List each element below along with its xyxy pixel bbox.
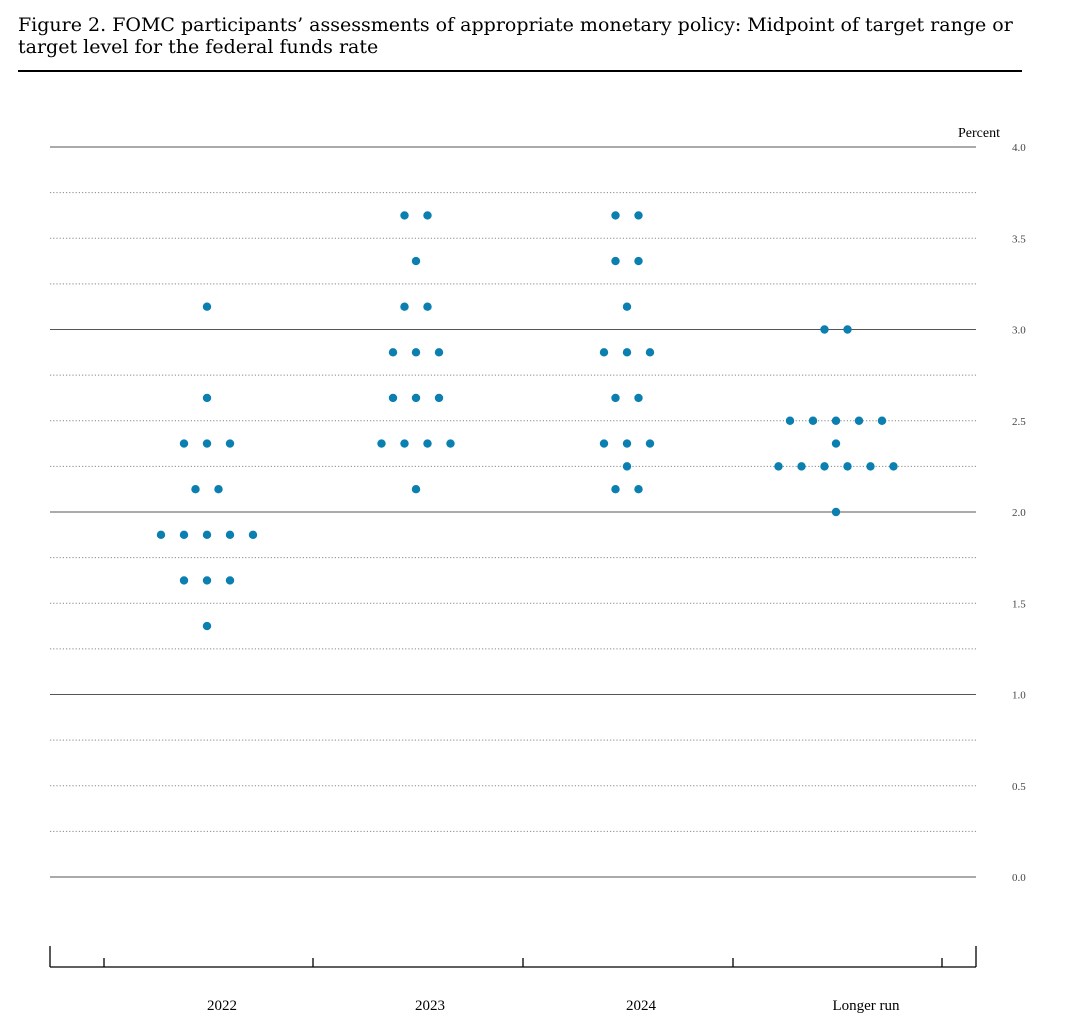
x-category-label: 2022 xyxy=(207,998,237,1014)
figure-title: Figure 2. FOMC participants’ assessments… xyxy=(18,14,1013,58)
title-rule xyxy=(18,70,1022,72)
participant-dot xyxy=(831,416,841,425)
x-category-label: 2024 xyxy=(626,998,657,1014)
participant-dot xyxy=(645,439,655,448)
participant-dot xyxy=(388,348,398,357)
participant-dot xyxy=(423,302,432,311)
participant-dot xyxy=(634,484,643,494)
participant-dot xyxy=(214,484,223,494)
participant-dot xyxy=(377,439,386,448)
participant-dot xyxy=(400,211,409,220)
participant-dot xyxy=(225,530,235,540)
y-tick-label: 1.0 xyxy=(1012,690,1026,702)
participant-dot xyxy=(611,211,620,220)
participant-dot xyxy=(225,576,235,585)
y-tick-label: 3.0 xyxy=(1012,325,1026,337)
participant-dot xyxy=(622,439,632,448)
y-tick-label: 0.0 xyxy=(1012,872,1026,884)
participant-dot xyxy=(202,393,212,403)
participant-dot xyxy=(877,416,887,425)
participant-dot xyxy=(434,348,444,357)
y-tick-label: 2.5 xyxy=(1012,416,1026,428)
participant-dot xyxy=(634,256,643,266)
participant-dot xyxy=(611,484,620,494)
participant-dot xyxy=(202,302,212,311)
y-axis-tick-labels: 0.0 0.5 1.0 1.5 2.0 2.5 3.0 3.5 4.0 xyxy=(1012,142,1026,884)
y-axis-unit-label: Percent xyxy=(958,126,1000,141)
participant-dot xyxy=(820,325,829,334)
participant-dot xyxy=(599,439,609,448)
participant-dot xyxy=(866,462,875,471)
dot-series xyxy=(156,211,898,631)
participant-dot xyxy=(843,325,852,334)
participant-dot xyxy=(611,393,620,403)
participant-dot xyxy=(808,416,818,425)
participant-dot xyxy=(400,302,409,311)
participant-dot xyxy=(889,462,898,471)
participant-dot xyxy=(191,484,200,494)
participant-dot xyxy=(202,621,212,631)
participant-dot xyxy=(634,393,643,403)
y-tick-label: 1.5 xyxy=(1012,598,1026,610)
participant-dot xyxy=(645,348,655,357)
x-axis: 2022 2023 2024 Longer run xyxy=(49,946,977,1014)
participant-dot xyxy=(411,348,421,357)
participant-dot xyxy=(179,530,189,540)
y-tick-label: 4.0 xyxy=(1012,142,1026,154)
participant-dot xyxy=(225,439,235,448)
participant-dot xyxy=(785,416,795,425)
participant-dot xyxy=(411,256,421,266)
participant-dot xyxy=(774,462,783,471)
participant-dot xyxy=(820,462,829,471)
participant-dot xyxy=(179,576,189,585)
participant-dot xyxy=(434,393,444,403)
participant-dot xyxy=(446,439,455,448)
participant-dot xyxy=(156,530,166,540)
participant-dot xyxy=(388,393,398,403)
participant-dot xyxy=(202,530,212,540)
participant-dot xyxy=(179,439,189,448)
y-tick-label: 0.5 xyxy=(1012,781,1026,793)
participant-dot xyxy=(599,348,609,357)
y-tick-label: 3.5 xyxy=(1012,233,1026,245)
participant-dot xyxy=(202,439,212,448)
participant-dot xyxy=(202,576,212,585)
participant-dot xyxy=(400,439,409,448)
participant-dot xyxy=(622,348,632,357)
participant-dot xyxy=(423,211,432,220)
x-category-label: 2023 xyxy=(415,998,445,1014)
participant-dot xyxy=(423,439,432,448)
participant-dot xyxy=(797,462,806,471)
participant-dot xyxy=(634,211,643,220)
participant-dot xyxy=(843,462,852,471)
participant-dot xyxy=(831,439,841,448)
participant-dot xyxy=(622,462,632,471)
y-tick-label: 2.0 xyxy=(1012,507,1026,519)
x-category-label: Longer run xyxy=(832,998,900,1014)
participant-dot xyxy=(248,530,258,540)
participant-dot xyxy=(622,302,632,311)
participant-dot xyxy=(831,507,841,517)
participant-dot xyxy=(411,484,421,494)
participant-dot xyxy=(611,256,620,266)
participant-dot xyxy=(854,416,864,425)
participant-dot xyxy=(411,393,421,403)
